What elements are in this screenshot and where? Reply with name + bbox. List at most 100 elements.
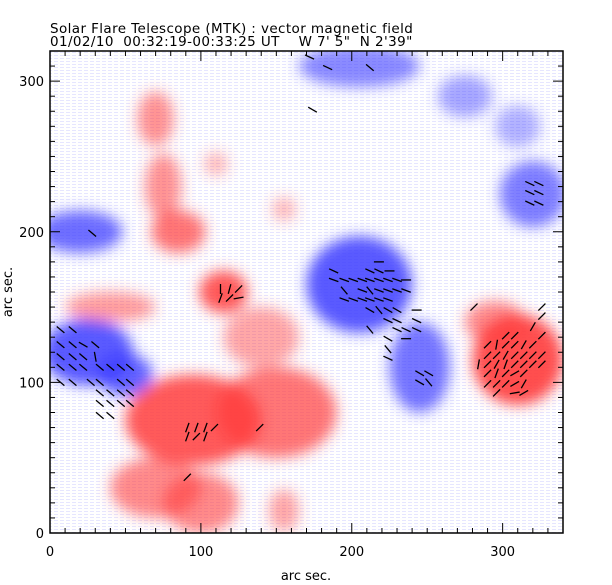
- negative-polarity-region: [306, 236, 413, 333]
- field-vector: [415, 370, 425, 377]
- negative-polarity-region: [495, 105, 541, 148]
- field-vector: [116, 389, 126, 397]
- field-vector: [116, 378, 126, 387]
- field-vector: [68, 353, 77, 361]
- subtitle-latitude: N 2'39": [359, 34, 413, 50]
- field-vector: [192, 432, 201, 441]
- field-vector: [492, 351, 501, 360]
- chart-title: Solar Flare Telescope (MTK) : vector mag…: [50, 21, 414, 37]
- field-vector: [401, 288, 412, 293]
- field-vector: [501, 369, 510, 378]
- field-vector: [392, 288, 402, 293]
- positive-polarity-region: [199, 270, 248, 314]
- negative-polarity-region: [50, 210, 123, 253]
- field-vector: [364, 297, 375, 302]
- field-vector: [425, 378, 433, 387]
- field-vector: [383, 335, 393, 342]
- field-vector: [234, 284, 243, 293]
- field-vector: [93, 351, 97, 362]
- field-vector: [125, 389, 135, 397]
- field-vector: [519, 369, 528, 378]
- negative-polarity-region: [98, 353, 153, 396]
- field-vector: [501, 340, 510, 349]
- field-vector: [415, 379, 425, 386]
- field-vector: [534, 200, 544, 206]
- y-tick-label: 200: [19, 226, 44, 241]
- negative-polarity-region: [437, 75, 493, 118]
- chart-subtitle: 01/02/10 00:32:19-00:33:25 UT W 7' 5" N …: [50, 35, 413, 49]
- positive-polarity-region: [268, 489, 299, 532]
- field-vector: [255, 423, 264, 432]
- field-vector: [106, 399, 115, 408]
- field-vector: [529, 321, 536, 332]
- y-axis-label: arc sec.: [1, 267, 16, 317]
- field-vector: [383, 307, 393, 314]
- field-vector: [95, 363, 105, 372]
- field-vector: [56, 378, 65, 387]
- field-vector: [203, 431, 208, 442]
- positive-polarity-region: [203, 151, 229, 177]
- field-vector: [322, 64, 333, 71]
- field-vector: [78, 341, 88, 348]
- field-vector: [106, 363, 115, 372]
- field-vector: [357, 277, 368, 283]
- field-vector: [494, 368, 499, 379]
- field-vector: [520, 340, 527, 350]
- field-vector: [519, 360, 528, 369]
- field-vector: [328, 277, 339, 283]
- field-vector: [510, 331, 519, 340]
- field-vector: [392, 326, 402, 333]
- negative-polarity-region: [499, 160, 563, 228]
- field-vector: [56, 353, 65, 361]
- field-vector: [537, 331, 546, 340]
- field-vector: [210, 423, 219, 432]
- field-vector: [125, 378, 135, 387]
- field-vector: [383, 317, 393, 324]
- field-vector: [374, 268, 384, 274]
- field-vector: [392, 307, 402, 314]
- field-vector: [537, 303, 546, 312]
- field-vector: [483, 360, 492, 369]
- field-vector: [520, 379, 527, 389]
- y-tick-label: 300: [19, 75, 44, 90]
- field-vector: [509, 391, 520, 395]
- field-vector: [534, 189, 544, 196]
- field-vector: [106, 411, 115, 420]
- field-vector: [510, 380, 520, 387]
- field-vector: [184, 431, 190, 442]
- field-vector: [348, 277, 359, 283]
- field-vector: [383, 288, 393, 293]
- field-vector: [78, 353, 88, 361]
- field-vector: [383, 355, 393, 361]
- field-vector: [524, 200, 535, 206]
- negative-polarity-region: [389, 322, 450, 413]
- field-vector: [106, 389, 115, 397]
- field-vector: [501, 379, 510, 388]
- x-tick-label: 0: [46, 545, 54, 560]
- field-vector: [365, 268, 375, 274]
- field-vector: [125, 399, 135, 408]
- field-vector: [365, 63, 375, 72]
- field-vector: [483, 340, 492, 349]
- field-vector: [116, 399, 126, 408]
- field-vector: [339, 277, 350, 283]
- field-vector: [375, 305, 383, 315]
- positive-polarity-region: [163, 472, 239, 533]
- field-vector: [510, 340, 519, 349]
- y-tick-label: 0: [36, 527, 44, 542]
- field-vector: [528, 340, 537, 349]
- field-vector: [194, 422, 199, 433]
- field-vector: [537, 351, 546, 360]
- field-vector: [392, 317, 402, 324]
- subtitle-longitude: W 7' 5": [298, 34, 351, 50]
- field-vector: [411, 317, 422, 324]
- field-vector: [56, 363, 65, 372]
- field-vector: [411, 326, 422, 333]
- field-vector: [225, 294, 234, 303]
- field-vector: [95, 399, 105, 408]
- subtitle-time: 00:32:19-00:33:25 UT: [123, 34, 280, 50]
- field-vector: [78, 363, 88, 372]
- positive-polarity-region: [464, 301, 526, 344]
- field-vector: [537, 312, 546, 321]
- positive-polarity-region: [137, 91, 174, 146]
